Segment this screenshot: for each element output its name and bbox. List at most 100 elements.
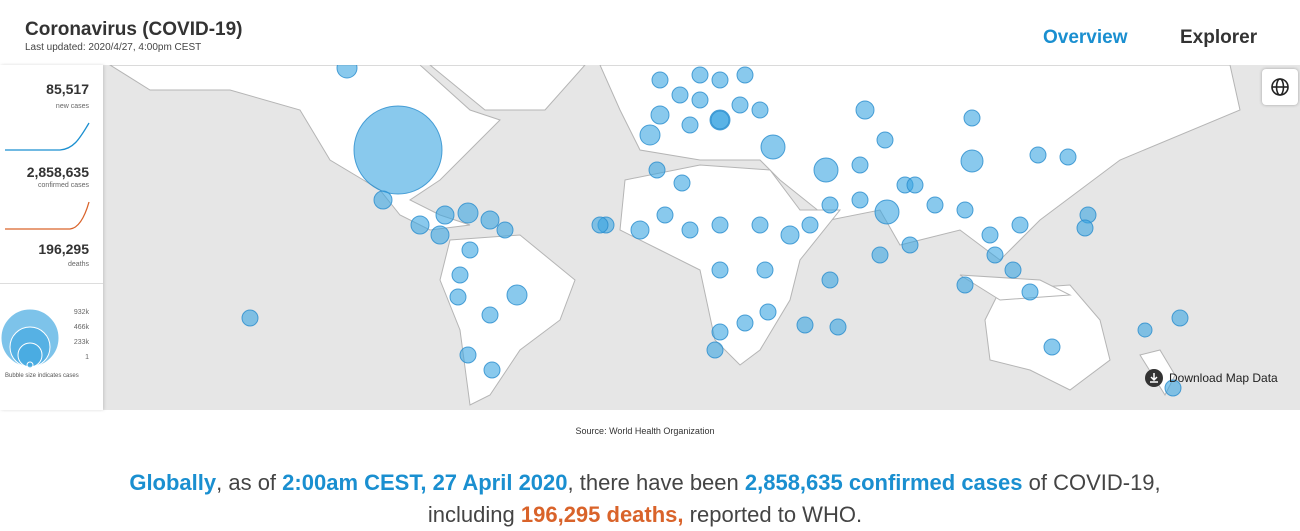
bubble	[963, 109, 981, 127]
bubble	[1029, 146, 1047, 164]
bubble	[821, 271, 839, 289]
world-map	[0, 65, 1300, 410]
bubble	[691, 91, 709, 109]
bubble	[711, 323, 729, 341]
bubble	[960, 149, 984, 173]
source: Source: World Health Organization	[575, 426, 715, 436]
bubble	[656, 206, 674, 224]
summary-text: , there have been	[567, 470, 745, 495]
bubble	[449, 288, 467, 306]
bubble	[691, 66, 709, 84]
stat-label: confirmed cases	[38, 182, 89, 189]
legend-size: 932k	[73, 309, 89, 316]
bubble	[336, 65, 358, 79]
bubble	[981, 226, 999, 244]
bubble	[480, 210, 500, 230]
bubble	[759, 303, 777, 321]
summary-text: 196,295 deaths,	[520, 502, 684, 527]
sparkline-new	[5, 122, 90, 151]
stat-label: new cases	[55, 103, 89, 110]
bubble	[241, 309, 259, 327]
bubble	[780, 225, 800, 245]
bubble	[410, 215, 430, 235]
bubble	[706, 341, 724, 359]
last-updated: Last updated: 2020/4/27, 4:00pm CEST	[25, 42, 202, 53]
bubble	[821, 196, 839, 214]
sparkline-confirmed	[5, 201, 90, 230]
bubble	[671, 86, 689, 104]
bubble	[650, 105, 670, 125]
bubble	[711, 261, 729, 279]
bubble	[1076, 219, 1094, 237]
bubble	[956, 201, 974, 219]
bubble	[483, 361, 501, 379]
summary-text: Globally	[129, 470, 217, 495]
bubble	[751, 216, 769, 234]
bubble	[956, 276, 974, 294]
nav-overview[interactable]: Overview	[1043, 27, 1128, 48]
title: Coronavirus (COVID-19)	[25, 19, 243, 40]
download-icon	[1145, 369, 1163, 387]
bubble	[751, 101, 769, 119]
legend-size: 1	[85, 354, 89, 361]
legend-size: 466k	[73, 324, 89, 331]
bubble	[756, 261, 774, 279]
bubble	[855, 100, 875, 120]
bubble	[876, 131, 894, 149]
summary-text: 2,858,635 confirmed cases	[744, 470, 1023, 495]
bubble	[711, 71, 729, 89]
nav-explorer[interactable]: Explorer	[1180, 27, 1258, 48]
bubble	[430, 225, 450, 245]
stat-value: 2,858,635	[26, 164, 89, 180]
bubble	[373, 190, 393, 210]
bubble	[760, 134, 786, 160]
bubble	[1171, 309, 1189, 327]
bubble	[926, 196, 944, 214]
bubble	[681, 116, 699, 134]
bubble	[451, 266, 469, 284]
summary-text: , as of	[216, 470, 283, 495]
bubble	[871, 246, 889, 264]
bubble	[901, 236, 919, 254]
bubble	[1043, 338, 1061, 356]
bubble	[874, 199, 900, 225]
legend-caption: Bubble size indicates cases	[5, 373, 79, 379]
stats-panel: 85,517 new cases 2,858,635 confirmed cas…	[0, 65, 103, 410]
bubble	[906, 176, 924, 194]
bubble	[1011, 216, 1029, 234]
stat-value: 85,517	[46, 81, 89, 97]
bubble	[651, 71, 669, 89]
summary: Globally, as of 2:00am CEST, 27 April 20…	[110, 467, 1180, 531]
download-label: Download Map Data	[1169, 371, 1278, 385]
bubble	[506, 284, 528, 306]
bubble	[459, 346, 477, 364]
bubble	[1164, 379, 1182, 397]
bubble	[851, 191, 869, 209]
bubble	[591, 216, 609, 234]
download-button[interactable]: Download Map Data	[1144, 368, 1278, 388]
bubble	[801, 216, 819, 234]
bubble	[461, 241, 479, 259]
bubble	[851, 156, 869, 174]
bubble	[435, 205, 455, 225]
legend-bubbles	[0, 308, 60, 369]
bubble	[1059, 148, 1077, 166]
basemap-button[interactable]	[1262, 69, 1298, 105]
bubbles	[241, 65, 1189, 397]
bubble	[648, 161, 666, 179]
bubble	[673, 174, 691, 192]
divider	[0, 283, 103, 284]
bubble	[630, 220, 650, 240]
bubble	[353, 105, 443, 195]
bubble	[481, 306, 499, 324]
summary-text: reported to WHO.	[683, 502, 863, 527]
bubble	[731, 96, 749, 114]
bubble	[681, 221, 699, 239]
bubble	[1137, 322, 1153, 338]
bubble	[829, 318, 847, 336]
bubble	[813, 157, 839, 183]
summary-text: of COVID-19, including	[427, 470, 1161, 527]
bubble	[736, 66, 754, 84]
bubble	[710, 110, 730, 130]
